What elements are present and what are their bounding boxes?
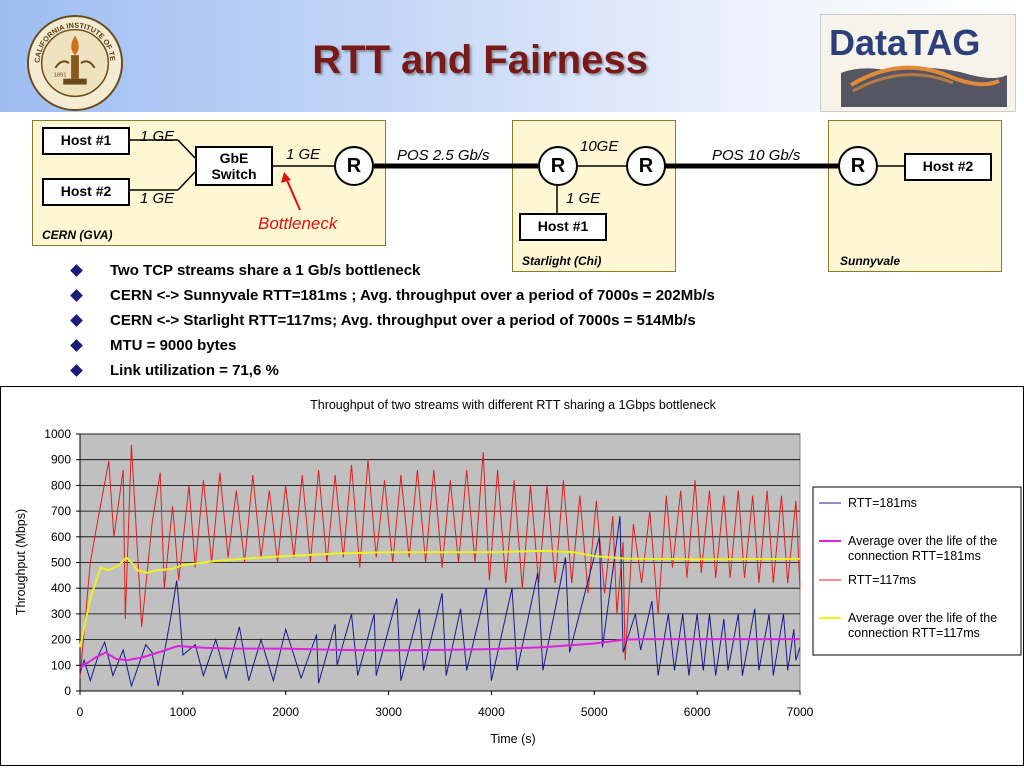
caltech-year: 1891 xyxy=(53,73,66,79)
series-line-1 xyxy=(79,638,800,669)
chart-x-axis-label: Time (s) xyxy=(490,732,535,746)
bullet-item: MTU = 9000 bytes xyxy=(70,333,715,358)
sunnyvale-site-box xyxy=(828,120,1002,272)
y-tick-label: 0 xyxy=(64,684,71,698)
x-tick-label: 5000 xyxy=(581,705,608,719)
x-tick-label: 7000 xyxy=(787,705,814,719)
bullet-item: CERN <-> Starlight RTT=117ms; Avg. throu… xyxy=(70,308,715,333)
chart-y-axis-label: Throughput (Mbps) xyxy=(14,509,28,615)
legend-label-3: Average over the life of the xyxy=(848,611,997,625)
x-tick-label: 3000 xyxy=(375,705,402,719)
legend-label-3: connection RTT=117ms xyxy=(848,626,980,640)
caltech-seal-logo: 1891 CALIFORNIA INSTITUTE OF TECHNOLOGY xyxy=(26,14,124,112)
link-chi-sunnyvale-label: POS 10 Gb/s xyxy=(712,147,801,164)
cern-link-host1-label: 1 GE xyxy=(140,128,175,145)
y-tick-label: 400 xyxy=(51,581,71,595)
sunnyvale-site-label: Sunnyvale xyxy=(840,254,901,268)
diamond-bullet-icon xyxy=(70,314,83,327)
bullet-list: Two TCP streams share a 1 Gb/s bottlenec… xyxy=(70,258,715,383)
bullet-item: Two TCP streams share a 1 Gb/s bottlenec… xyxy=(70,258,715,283)
diamond-bullet-icon xyxy=(70,289,83,302)
starlight-10ge-label: 10GE xyxy=(580,138,619,155)
bullet-text: CERN <-> Sunnyvale RTT=181ms ; Avg. thro… xyxy=(110,287,715,304)
x-tick-label: 1000 xyxy=(170,705,197,719)
diamond-bullet-icon xyxy=(70,264,83,277)
bottleneck-label: Bottleneck xyxy=(258,214,338,233)
y-tick-label: 200 xyxy=(51,633,71,647)
legend-label-0: RTT=181ms xyxy=(848,496,917,510)
cern-host1-box: Host #1 xyxy=(42,127,130,155)
series-line-2 xyxy=(79,444,801,679)
y-tick-label: 1000 xyxy=(44,427,71,441)
series-line-3 xyxy=(79,549,801,648)
x-tick-label: 2000 xyxy=(272,705,299,719)
diamond-bullet-icon xyxy=(70,339,83,352)
cern-site-label: CERN (GVA) xyxy=(42,228,113,242)
chart-title: Throughput of two streams with different… xyxy=(310,398,717,412)
gbe-switch-label: GbE Switch xyxy=(211,150,257,182)
y-tick-label: 800 xyxy=(51,478,71,492)
cern-link-switch-label: 1 GE xyxy=(286,146,321,163)
sunnyvale-host2-box: Host #2 xyxy=(904,153,992,181)
bullet-item: CERN <-> Sunnyvale RTT=181ms ; Avg. thro… xyxy=(70,283,715,308)
x-tick-label: 6000 xyxy=(684,705,711,719)
legend-label-1: Average over the life of the xyxy=(848,534,997,548)
datatag-text: DataTAG xyxy=(829,22,980,63)
y-tick-label: 600 xyxy=(51,530,71,544)
cern-router: R xyxy=(334,146,374,186)
network-links xyxy=(128,139,904,215)
y-tick-label: 300 xyxy=(51,607,71,621)
series-line-0 xyxy=(79,516,801,688)
starlight-site-label: Starlight (Chi) xyxy=(522,254,602,268)
diamond-bullet-icon xyxy=(70,364,83,377)
bullet-text: Link utilization = 71,6 % xyxy=(110,362,279,379)
bullet-item: Link utilization = 71,6 % xyxy=(70,358,715,383)
link-cern-chi-label: POS 2.5 Gb/s xyxy=(397,147,490,164)
starlight-host1-box: Host #1 xyxy=(519,213,607,241)
cern-host2-box: Host #2 xyxy=(42,178,130,206)
starlight-router-b: R xyxy=(626,146,666,186)
y-tick-label: 500 xyxy=(51,556,71,570)
starlight-site-box xyxy=(512,120,676,272)
cern-link-host2-label: 1 GE xyxy=(140,190,175,207)
plot-area: 0 100 200 300 400 500 600 700 800 900 1000 0 1000 200… xyxy=(44,427,813,719)
slide-title: RTT and Fairness xyxy=(312,38,648,82)
starlight-router-a: R xyxy=(538,146,578,186)
y-tick-label: 100 xyxy=(51,658,71,672)
throughput-chart: Throughput of two streams with different… xyxy=(0,386,1024,766)
datatag-logo: DataTAG xyxy=(820,14,1016,112)
gbe-switch-box: GbE Switch xyxy=(195,146,273,186)
x-tick-label: 4000 xyxy=(478,705,505,719)
chart-svg: Throughput of two streams with different… xyxy=(14,398,1022,746)
x-tick-label: 0 xyxy=(77,705,84,719)
legend-label-2: RTT=117ms xyxy=(848,573,916,587)
starlight-host-link-label: 1 GE xyxy=(566,190,601,207)
y-tick-label: 700 xyxy=(51,504,71,518)
sunnyvale-router: R xyxy=(838,146,878,186)
bullet-text: CERN <-> Starlight RTT=117ms; Avg. throu… xyxy=(110,312,696,329)
bullet-text: MTU = 9000 bytes xyxy=(110,337,237,354)
bullet-text: Two TCP streams share a 1 Gb/s bottlenec… xyxy=(110,262,421,279)
legend-label-1: connection RTT=181ms xyxy=(848,549,981,563)
y-tick-label: 900 xyxy=(51,453,71,467)
legend-frame xyxy=(812,486,1022,656)
